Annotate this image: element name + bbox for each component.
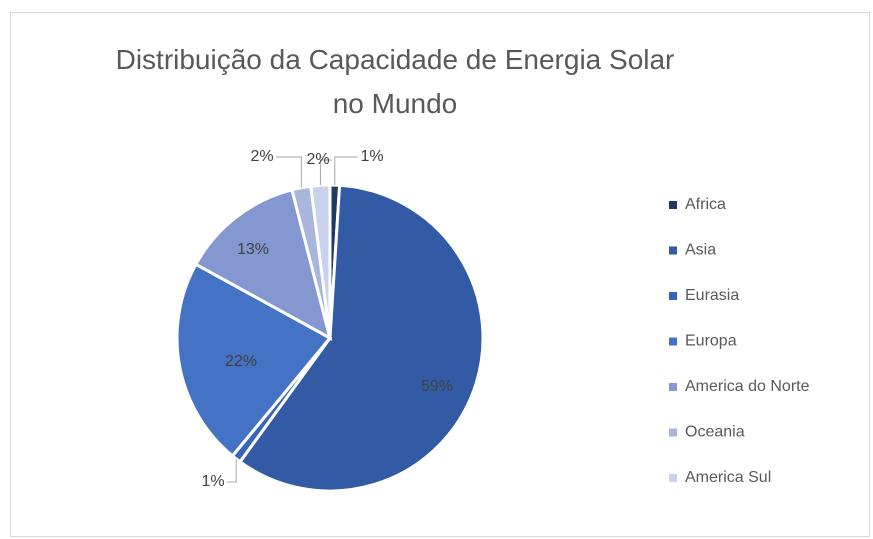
data-label: 22% [225, 353, 257, 370]
leader-line [334, 156, 358, 186]
legend-swatch [669, 383, 677, 391]
leader-line [319, 159, 332, 186]
legend-label: Oceania [685, 424, 745, 441]
legend-label: Africa [685, 196, 726, 213]
chart-title: Distribuição da Capacidade de Energia So… [115, 44, 675, 119]
leader-line [276, 156, 302, 188]
legend-swatch [669, 246, 677, 255]
data-label: 1% [360, 148, 383, 165]
legend-swatch [669, 428, 677, 437]
data-label: 1% [201, 473, 224, 490]
data-label: 59% [421, 378, 453, 395]
legend: Africa Asia Eurasia Europa America do Norte O… [669, 196, 810, 486]
legend-swatch [669, 292, 677, 300]
data-label: 2% [250, 148, 273, 165]
pie-slice [237, 183, 485, 493]
legend-label: America do Norte [685, 378, 810, 395]
pie-slice [193, 187, 333, 341]
legend-label: Eurasia [685, 287, 739, 304]
pie-slice [175, 262, 333, 459]
leader-line [227, 458, 237, 483]
legend-swatch [669, 474, 677, 482]
data-label: 13% [237, 241, 269, 258]
legend-label: America Sul [685, 469, 771, 486]
legend-label: Europa [685, 333, 737, 350]
legend-swatch [669, 337, 677, 346]
legend-swatch [669, 201, 677, 209]
legend-label: Asia [685, 242, 716, 259]
data-label: 2% [306, 151, 329, 168]
chart-frame [10, 12, 870, 537]
